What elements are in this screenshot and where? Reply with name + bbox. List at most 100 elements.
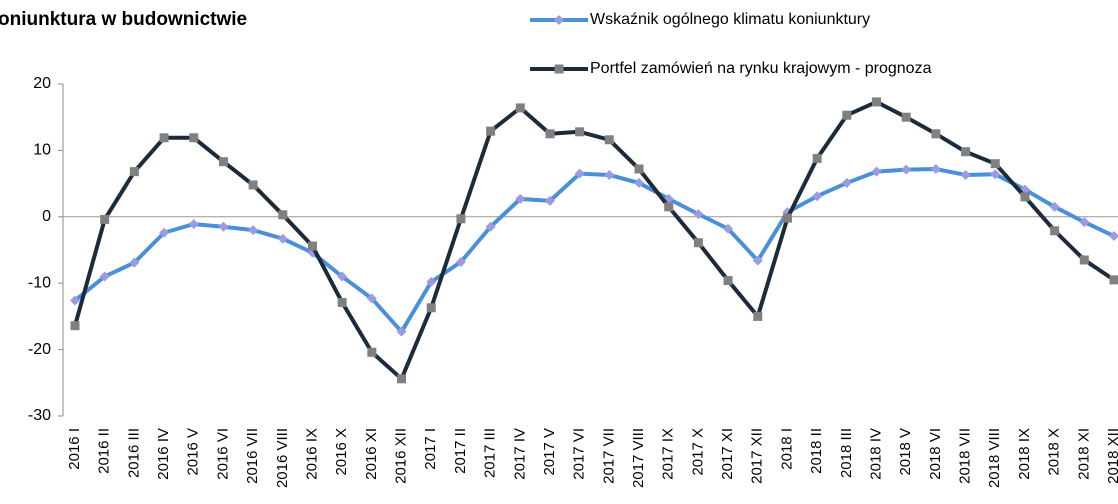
x-tick-label: 2018 I xyxy=(778,428,795,470)
point xyxy=(634,177,645,188)
point xyxy=(990,169,1001,180)
legend-label: Portfel zamówień na rynku krajowym - pro… xyxy=(590,60,932,77)
x-tick-label: 2018 V xyxy=(897,428,914,476)
point xyxy=(456,214,466,224)
x-tick-label: 2017 X xyxy=(689,428,706,476)
x-tick-label: 2018 VII xyxy=(957,428,974,484)
point xyxy=(930,163,941,174)
x-tick-label: 2017 I xyxy=(422,428,439,470)
x-tick-label: 2018 VI xyxy=(927,428,944,480)
x-tick-label: 2016 VI xyxy=(214,428,231,480)
x-tick-label: 2016 V xyxy=(185,428,202,476)
x-tick-label: 2016 VII xyxy=(244,428,261,484)
x-tick-label: 2018 IV xyxy=(867,428,884,480)
y-tick-label: 20 xyxy=(33,75,51,92)
point xyxy=(960,169,971,180)
point xyxy=(961,147,971,157)
point xyxy=(1109,231,1118,242)
point xyxy=(693,209,704,220)
point xyxy=(1050,226,1060,236)
point xyxy=(426,303,436,313)
point xyxy=(990,159,1000,169)
point xyxy=(1079,217,1090,228)
chart-title: oniunktura w budownictwie xyxy=(0,9,247,30)
point xyxy=(159,133,169,143)
x-tick-label: 2017 III xyxy=(482,428,499,478)
point xyxy=(664,202,674,212)
point xyxy=(1109,275,1118,285)
point xyxy=(337,271,348,282)
x-tick-label: 2018 VIII xyxy=(986,428,1003,488)
x-tick-label: 2018 IX xyxy=(1016,428,1033,480)
point xyxy=(901,112,911,122)
point xyxy=(515,193,526,204)
point xyxy=(248,225,259,236)
x-tick-label: 2016 XI xyxy=(363,428,380,480)
point xyxy=(693,238,703,248)
point xyxy=(604,169,615,180)
point xyxy=(841,177,852,188)
point xyxy=(426,276,437,287)
point xyxy=(575,127,585,137)
x-tick-label: 2018 XI xyxy=(1075,428,1092,480)
point xyxy=(159,227,170,238)
point xyxy=(396,326,407,337)
point xyxy=(574,168,585,179)
point xyxy=(1079,255,1089,265)
point xyxy=(70,321,80,331)
x-tick-label: 2017 XII xyxy=(749,428,766,484)
x-tick-label: 2016 VIII xyxy=(274,428,291,488)
point xyxy=(554,15,564,25)
y-tick-label: -30 xyxy=(28,407,51,424)
point xyxy=(70,295,80,306)
x-tick-label: 2018 II xyxy=(808,428,825,474)
point xyxy=(842,110,852,120)
point xyxy=(337,297,347,307)
point xyxy=(278,210,288,220)
point xyxy=(872,97,882,107)
x-tick-label: 2017 VIII xyxy=(630,428,647,488)
x-tick-label: 2016 IX xyxy=(303,428,320,480)
point xyxy=(634,164,644,174)
point xyxy=(307,241,317,251)
point xyxy=(99,271,110,282)
x-tick-label: 2018 X xyxy=(1046,428,1063,476)
point xyxy=(515,103,525,113)
point xyxy=(129,257,140,268)
y-tick-label: 10 xyxy=(33,142,51,159)
y-tick-label: 0 xyxy=(42,208,51,225)
x-tick-label: 2017 V xyxy=(541,428,558,476)
point xyxy=(812,191,823,202)
point xyxy=(277,233,288,244)
x-tick-label: 2017 VII xyxy=(600,428,617,484)
point xyxy=(218,221,229,232)
point xyxy=(1049,201,1060,212)
y-tick-label: -20 xyxy=(28,341,51,358)
x-tick-label: 2016 II xyxy=(96,428,113,474)
x-tick-label: 2016 I xyxy=(66,428,83,470)
point xyxy=(604,135,614,145)
point xyxy=(752,255,763,266)
point xyxy=(931,129,941,139)
point xyxy=(782,213,792,223)
x-tick-label: 2017 IV xyxy=(511,428,528,480)
x-tick-label: 2018 III xyxy=(838,428,855,478)
legend-label: Wskaźnik ogólnego klimatu koniunktury xyxy=(590,11,870,28)
x-tick-label: 2016 XII xyxy=(393,428,410,484)
point xyxy=(901,164,912,175)
point xyxy=(189,133,199,143)
series-line xyxy=(73,99,1116,381)
point xyxy=(723,223,734,234)
point xyxy=(554,64,564,74)
x-tick-label: 2016 X xyxy=(333,428,350,476)
point xyxy=(248,180,258,190)
point xyxy=(218,157,228,167)
point xyxy=(545,129,555,139)
point xyxy=(723,276,733,286)
x-tick-label: 2017 XI xyxy=(719,428,736,480)
x-tick-label: 2017 II xyxy=(452,428,469,474)
point xyxy=(397,374,407,384)
y-tick-label: -10 xyxy=(28,274,51,291)
point xyxy=(1020,192,1030,202)
